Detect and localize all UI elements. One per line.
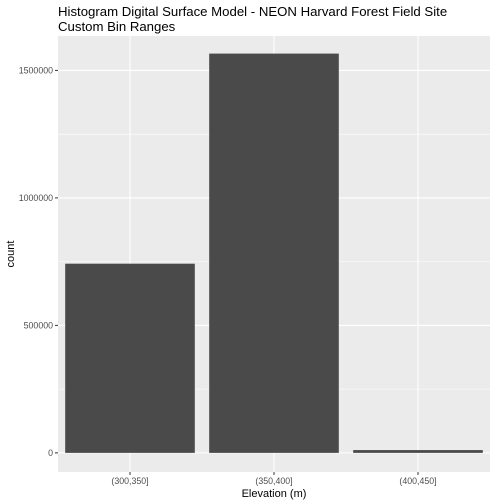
chart-title: Histogram Digital Surface Model - NEON H… xyxy=(58,4,447,19)
y-axis-title: count xyxy=(5,241,17,268)
x-tick-label: (350,400] xyxy=(255,476,292,486)
x-axis-title: Elevation (m) xyxy=(242,488,307,500)
bar xyxy=(209,53,339,453)
x-axis: (300,350] (350,400] (400,450] xyxy=(111,472,437,486)
y-tick-label: 1000000 xyxy=(19,193,53,203)
y-tick-label: 0 xyxy=(48,448,53,458)
y-axis: 0 500000 1000000 1500000 xyxy=(19,65,58,458)
y-tick-label: 500000 xyxy=(24,320,53,330)
bars xyxy=(65,53,483,453)
x-tick-label: (400,450] xyxy=(399,476,436,486)
y-tick-label: 1500000 xyxy=(19,65,53,75)
chart-subtitle: Custom Bin Ranges xyxy=(58,19,176,34)
bar xyxy=(353,450,483,453)
bar xyxy=(65,263,195,453)
x-tick-label: (300,350] xyxy=(111,476,148,486)
